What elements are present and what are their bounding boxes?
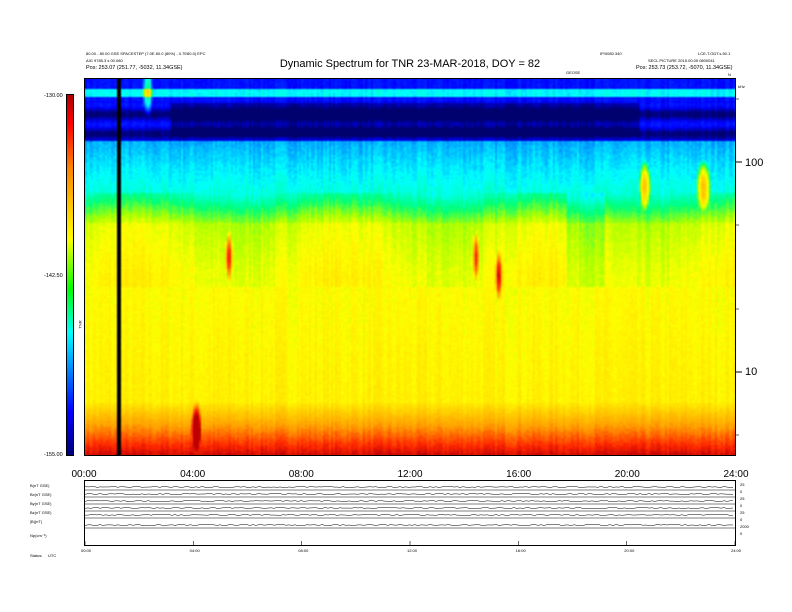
spectrogram-heatmap (85, 79, 735, 455)
ephemeris-traces (85, 486, 735, 545)
y-tick-100: 100 (745, 157, 764, 169)
ephem-x-tick: 20:00 (624, 548, 635, 553)
ephem-right-tick: 25 (740, 496, 745, 501)
ephem-right-tick: 0 (740, 517, 743, 522)
header-pos-right: Pos: 253.73 (253.72, -5070, 11.34GSE) (636, 65, 733, 71)
colorbar (66, 94, 74, 456)
ephem-trace (85, 486, 734, 488)
ephem-right-tick: 2000 (740, 524, 749, 529)
ephem-right-tick: 25 (740, 482, 745, 487)
ephem-x-tick: 12:00 (406, 548, 417, 553)
x-tick-label: 04:00 (180, 469, 206, 480)
right-axis (736, 98, 742, 436)
header-pos-left: Pos: 253.07 (251.77, -5032, 11.34GSE) (86, 65, 183, 71)
colorbar-tick-bottom: -155.00 (44, 452, 63, 458)
ephem-label: B(nT GSE) (30, 483, 50, 488)
ephem-right-tick: 25 (740, 510, 745, 515)
x-tick-label: 16:00 (506, 469, 532, 480)
chart-title: Dynamic Spectrum for TNR 23-MAR-2018, DO… (279, 58, 541, 70)
colorbar-label: TNR (77, 320, 83, 329)
colorbar-tick-top: -130.00 (44, 93, 63, 99)
ephem-right-tick: 0 (740, 489, 743, 494)
ephem-label: Bz(nT GSE) (30, 510, 52, 515)
x-tick-label: 24:00 (723, 469, 749, 480)
x-tick-label: 20:00 (614, 469, 640, 480)
ephem-x-tick: 04:00 (189, 548, 200, 553)
header-info-left-1: 80.00 - 80.00 GSE SPACESTEP (7.0E 80.0 (… (86, 51, 206, 56)
header-info-right-3: SECL PICTURE 2015.00.05 0800041 (648, 58, 715, 63)
ephem-label: By(nT GSE) (30, 501, 52, 506)
corner-unit-label: kHz (738, 84, 745, 89)
ephem-right-tick: 0 (740, 531, 743, 536)
x-tick-label: 00:00 (71, 469, 97, 480)
ephem-x-tick: 08:00 (298, 548, 309, 553)
header-info-right-1: IP/0080.340 (600, 51, 622, 56)
ephem-label: |B|(nT) (30, 519, 43, 524)
ephem-x-tick: 00:00 (80, 548, 91, 553)
ephem-right-tick: 0 (740, 503, 743, 508)
header-mid-label: GEOSE (566, 70, 581, 75)
ephem-label: Np(cm⁻³) (30, 533, 47, 538)
ephem-trace (85, 524, 734, 526)
ephem-x-tick: 24:00 (730, 548, 741, 553)
y-tick-10: 10 (745, 366, 758, 378)
ephem-trace (85, 500, 734, 502)
colorbar-tick-mid: -142.50 (44, 273, 63, 279)
ephemeris-panel (84, 480, 736, 546)
corner-label-2: N (728, 72, 731, 77)
ephem-label: Bx(nT GSE) (30, 492, 52, 497)
footer-status-label: Status: (30, 553, 43, 558)
x-tick-label: 12:00 (397, 469, 423, 480)
ephem-trace (85, 507, 734, 509)
x-tick-label: 08:00 (288, 469, 314, 480)
footer-status-value: UTC (48, 553, 57, 558)
ephem-trace (85, 493, 734, 495)
ephem-trace (85, 514, 734, 516)
spectrogram-plot (84, 78, 736, 456)
header-info-right-2: LCE-T.ODT.s.50.1 (698, 51, 731, 56)
header-info-left-2: AIG 9785.3 s 00.080 (86, 58, 123, 63)
ephem-x-tick: 16:00 (515, 548, 526, 553)
